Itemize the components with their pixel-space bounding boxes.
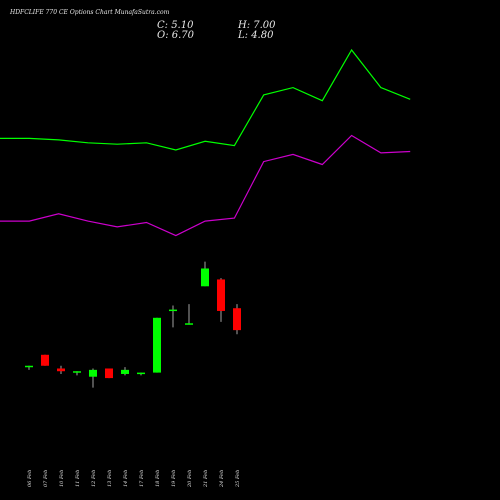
- candle-body: [153, 317, 161, 373]
- x-tick-label: 19 Feb: [171, 470, 177, 487]
- candle-body: [121, 369, 129, 374]
- candle-body: [41, 354, 49, 366]
- x-tick-label: 06 Feb: [27, 470, 33, 487]
- candle: [233, 304, 241, 335]
- x-tick-label: 13 Feb: [107, 470, 113, 487]
- open-value: O: 6.70: [157, 30, 195, 41]
- candle-body: [169, 309, 177, 312]
- x-tick-label: 24 Feb: [219, 470, 225, 488]
- candle-body: [137, 372, 145, 375]
- candle: [217, 278, 225, 322]
- x-tick-label: 11 Feb: [75, 470, 81, 487]
- x-tick-label: 18 Feb: [155, 470, 161, 487]
- candle: [169, 305, 177, 328]
- x-tick-label: 25 Feb: [235, 470, 241, 488]
- candle: [153, 317, 161, 373]
- candle-body: [217, 279, 225, 311]
- x-axis-labels: 06 Feb 07 Feb 10 Feb 11 Feb 12 Feb 13 Feb 14 F…: [27, 470, 241, 488]
- candle-body: [105, 368, 113, 379]
- candle-body: [185, 323, 193, 325]
- x-tick-label: 10 Feb: [59, 470, 65, 487]
- candle-body: [73, 371, 81, 373]
- green-indicator-line: [0, 48, 411, 151]
- candle: [185, 304, 193, 325]
- chart-title: HDFCLIFE 770 CE Options Chart MunafaSutr…: [10, 9, 170, 16]
- candle: [121, 367, 129, 376]
- close-value: C: 5.10: [157, 20, 194, 31]
- candle: [57, 365, 65, 374]
- candles: [25, 261, 241, 388]
- candle: [89, 368, 97, 388]
- candle-body: [233, 308, 241, 331]
- low-value: L: 4.80: [238, 30, 274, 41]
- candle: [105, 368, 113, 379]
- candle: [137, 372, 145, 376]
- indicator-lines: [0, 48, 411, 237]
- x-tick-label: 20 Feb: [187, 470, 193, 488]
- x-tick-label: 12 Feb: [91, 470, 97, 487]
- candle-body: [57, 368, 65, 372]
- x-tick-label: 14 Feb: [123, 470, 129, 487]
- candle: [201, 261, 209, 287]
- x-tick-label: 21 Feb: [203, 470, 209, 488]
- candle: [73, 371, 81, 376]
- candle-body: [89, 369, 97, 377]
- candle-body: [201, 268, 209, 287]
- high-value: H: 7.00: [238, 20, 276, 31]
- magenta-indicator-line: [0, 134, 411, 237]
- x-tick-label: 17 Feb: [139, 470, 145, 487]
- x-tick-label: 07 Feb: [43, 470, 49, 487]
- candle: [41, 354, 49, 366]
- candle-body: [25, 365, 33, 368]
- candle: [25, 365, 33, 370]
